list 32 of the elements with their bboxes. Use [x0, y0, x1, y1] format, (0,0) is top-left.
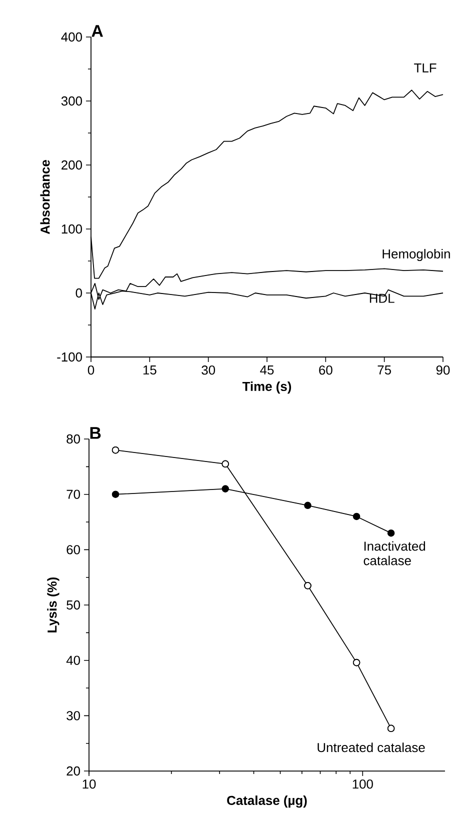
x-tick-label: 15: [143, 366, 156, 375]
y-tick-label: 20: [66, 766, 80, 776]
x-tick-label: 60: [319, 366, 332, 375]
y-tick-label: 30: [66, 711, 80, 720]
y-axis-title: Lysis (%): [47, 577, 60, 632]
y-axis-title: Absorbance: [40, 160, 50, 234]
y-tick-label: 300: [61, 96, 82, 106]
y-tick-label: 200: [62, 160, 82, 170]
y-tick-label: 60: [66, 545, 80, 554]
y-tick-label: 100: [62, 224, 82, 234]
x-tick-label: 30: [202, 366, 216, 375]
y-tick-label: -100: [57, 352, 82, 362]
x-axis-title: Catalase (µg): [227, 796, 307, 808]
x-tick-label: 90: [436, 366, 450, 375]
y-tick-label: 0: [76, 288, 82, 298]
x-tick-label: 45: [260, 366, 274, 375]
series-label: TLF: [414, 64, 436, 72]
series-label: Inactivated catalase: [364, 541, 426, 566]
x-tick-label: 0: [88, 366, 94, 375]
chart-title: B: [90, 427, 101, 439]
series-label: Hemoglobin: [382, 248, 450, 262]
x-tick-label: 10: [82, 780, 96, 789]
y-tick-label: 80: [66, 434, 80, 444]
y-tick-label: 70: [66, 490, 80, 499]
y-tick-label: 40: [66, 656, 80, 665]
x-tick-label: 75: [378, 366, 391, 375]
series-label: Untreated catalase: [318, 742, 425, 752]
y-tick-label: 50: [66, 600, 80, 610]
series-label: HDL: [370, 294, 394, 303]
x-axis-title: Time (s): [242, 382, 292, 394]
chart-title: A: [92, 25, 103, 37]
y-tick-label: 400: [61, 32, 82, 42]
